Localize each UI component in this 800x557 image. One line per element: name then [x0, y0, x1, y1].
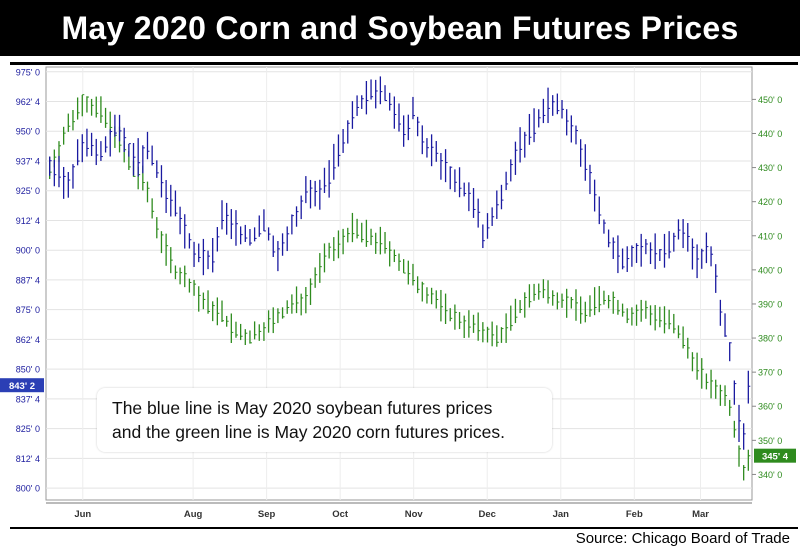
left-axis-tick-label: 975' 0 [16, 67, 40, 77]
right-axis-tick-label: 390' 0 [758, 299, 782, 309]
chart-area [10, 62, 798, 529]
series-corn [49, 94, 751, 481]
corn-last-price-label: 345' 4 [762, 452, 789, 463]
soybean-last-price-label: 843' 2 [9, 381, 35, 392]
source-credit: Source: Chicago Board of Trade [575, 530, 790, 547]
annotation-line-1: The blue line is May 2020 soybean future… [112, 398, 493, 418]
left-axis-tick-label: 812' 4 [16, 454, 40, 464]
soybean-last-price-tag [0, 378, 44, 393]
left-axis-tick-label: 875' 0 [16, 305, 40, 315]
corn-last-price-tag [754, 448, 796, 463]
left-axis-tick-label: 800' 0 [16, 484, 40, 494]
x-axis-month-label: Sep [258, 509, 276, 520]
left-axis-tick-label: 900' 0 [16, 246, 40, 256]
x-axis-month-label: Dec [479, 509, 496, 520]
right-axis-tick-label: 410' 0 [758, 231, 782, 241]
right-axis-tick-label: 350' 0 [758, 436, 782, 446]
left-axis-tick-label: 962' 4 [16, 97, 40, 107]
left-axis-tick-label: 825' 0 [16, 424, 40, 434]
right-axis-tick-label: 430' 0 [758, 163, 782, 173]
x-axis-month-label: Nov [405, 509, 424, 520]
series-soybean [49, 76, 751, 450]
left-axis-tick-label: 887' 4 [16, 275, 40, 285]
x-axis-month-label: Jun [74, 509, 91, 520]
x-axis-month-label: Oct [332, 509, 349, 520]
left-axis-tick-label: 837' 4 [16, 394, 40, 404]
left-axis-tick-label: 912' 4 [16, 216, 40, 226]
left-axis-tick-label: 950' 0 [16, 127, 40, 137]
x-axis-month-label: Jan [553, 509, 570, 520]
right-axis-tick-label: 450' 0 [758, 95, 782, 105]
x-axis-month-label: Mar [692, 509, 709, 520]
right-axis-tick-label: 420' 0 [758, 197, 782, 207]
x-axis-month-label: Feb [626, 509, 643, 520]
right-axis-tick-label: 400' 0 [758, 265, 782, 275]
left-axis-tick-label: 937' 4 [16, 156, 40, 166]
annotation-line-2: and the green line is May 2020 corn futu… [112, 422, 505, 442]
left-axis-tick-label: 925' 0 [16, 186, 40, 196]
chart-title: May 2020 Corn and Soybean Futures Prices [0, 0, 800, 56]
right-axis-tick-label: 440' 0 [758, 129, 782, 139]
x-axis-month-label: Aug [184, 509, 203, 520]
right-axis-tick-label: 380' 0 [758, 334, 782, 344]
left-axis-tick-label: 850' 0 [16, 365, 40, 375]
right-axis-tick-label: 370' 0 [758, 368, 782, 378]
left-axis-tick-label: 862' 4 [16, 335, 40, 345]
chart-annotation-box: The blue line is May 2020 soybean future… [97, 388, 552, 452]
right-axis-tick-label: 360' 0 [758, 402, 782, 412]
right-axis-tick-label: 340' 0 [758, 470, 782, 480]
